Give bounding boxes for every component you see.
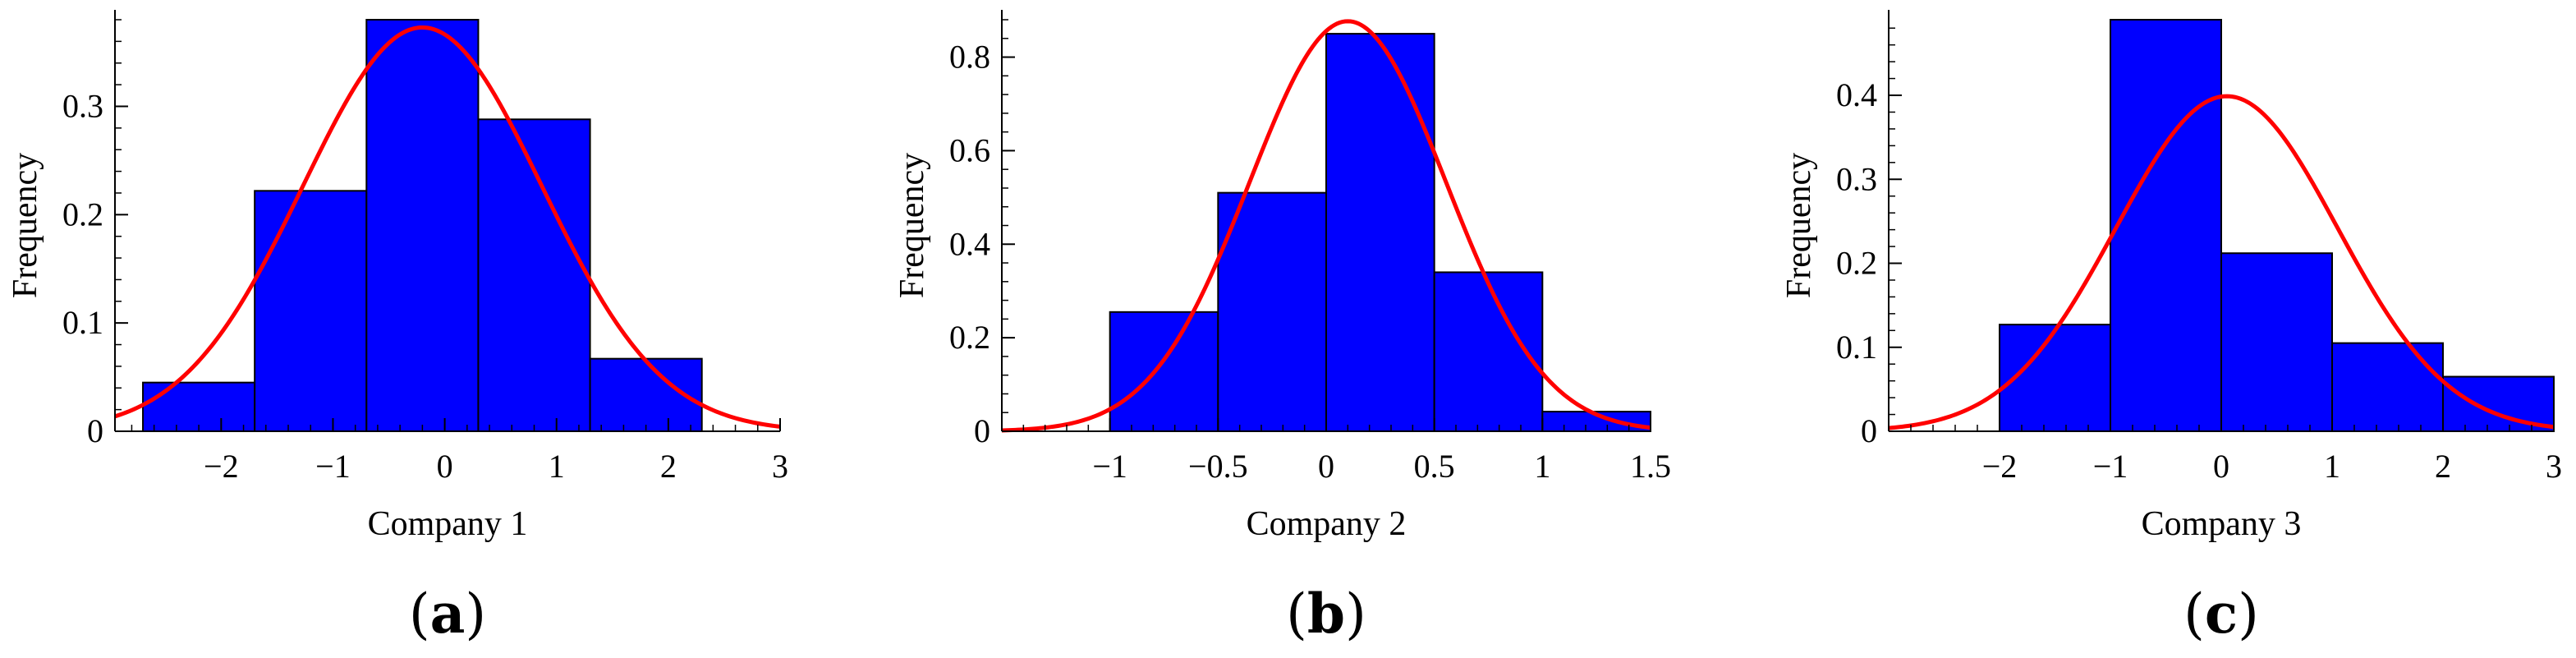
y-tick-label: 0.1 [62,304,103,341]
x-tick-label: 3 [2546,448,2562,485]
histogram-bar-2 [1325,33,1435,432]
x-tick-label: −1 [315,448,351,485]
y-tick-label: 0.6 [949,131,990,168]
panel-tag-open-paren: ( [2183,582,2205,646]
x-tick-label: −2 [204,448,239,485]
x-tick-label: 0 [2213,448,2229,485]
x-tick-label: −0.5 [1188,448,1248,485]
x-tick-label: 1 [1534,448,1550,485]
y-axis-title: Frequency [1780,153,1818,298]
chart-panel-c: 0 0.1 0.2 0.3 0.4 −2 −1 0 1 2 3 Company 3 Frequency (… [1774,0,2576,658]
histogram-chart-a: 0 0.1 0.2 0.3 −2 −1 0 1 2 3 Company 1 Frequency (a) [7,10,788,646]
y-tick-label: 0.8 [949,39,990,76]
y-tick-label: 0.2 [62,196,103,232]
y-axis-title: Frequency [7,153,44,298]
histogram-bar-0 [1109,311,1219,432]
histogram-bars [1109,33,1651,432]
x-axis-title: Company 1 [368,505,528,543]
y-tick-label: 0.4 [949,225,990,262]
y-tick-label: 0.1 [1836,329,1877,366]
histogram-bar-3 [2331,342,2444,432]
panel-tag-letter: c [2205,582,2238,646]
histogram-bar-1 [1217,191,1328,432]
x-tick-label: 1 [2324,448,2340,485]
normal-density-curve [1888,94,2555,430]
panel-tag-open-paren: ( [1286,582,1307,646]
panel-tag-letter: a [430,582,466,646]
x-tick-label: 0 [1318,448,1334,485]
panel-tag-a: (a) [409,582,486,646]
y-tick-label: 0.4 [1836,76,1877,113]
y-tick-label: 0 [974,412,990,449]
x-tick-label: 1 [549,448,565,485]
y-tick-label: 0 [87,412,103,449]
y-tick-label: 0.3 [1836,160,1877,197]
histogram-bar-2 [2220,252,2333,432]
x-axis-title: Company 3 [2142,505,2302,543]
histogram-bars [142,19,703,433]
chart-panel-a: 0 0.1 0.2 0.3 −2 −1 0 1 2 3 Company 1 Frequency (a) [0,0,858,658]
panel-tag-close-paren: ) [1345,582,1366,646]
panel-tag-close-paren: ) [465,582,486,646]
x-tick-label: 0.5 [1414,448,1455,485]
x-tick-label: 2 [2435,448,2451,485]
x-axis-title: Company 2 [1247,505,1407,543]
panel-tag-b: (b) [1286,582,1366,646]
histogram-bar-0 [1999,324,2111,432]
y-axis-title: Frequency [893,153,931,298]
histogram-bar-0 [142,381,256,432]
histogram-bar-2 [365,19,480,432]
panel-tag-letter: b [1307,582,1345,646]
histogram-bar-1 [254,190,368,433]
x-tick-label: 0 [437,448,453,485]
y-tick-label: 0.2 [1836,245,1877,282]
x-tick-label: 3 [772,448,788,485]
x-tick-label: −2 [1982,448,2018,485]
normal-density-curve [1001,19,1651,433]
histogram-chart-c: 0 0.1 0.2 0.3 0.4 −2 −1 0 1 2 3 Company 3 Frequency (… [1780,10,2562,646]
x-tick-label: −1 [2093,448,2128,485]
normal-density-curve [114,25,781,429]
panel-tag-close-paren: ) [2238,582,2259,646]
histogram-chart-b: 0 0.2 0.4 0.6 0.8 −1 −0.5 0 0.5 1 1.5 Company 2 Freq… [893,10,1671,646]
histogram-bars [1999,19,2555,432]
y-tick-label: 0.3 [62,87,103,124]
panel-tag-open-paren: ( [409,582,430,646]
panel-tag-c: (c) [2183,582,2259,646]
histogram-bar-4 [2442,375,2555,432]
x-tick-label: 1.5 [1630,448,1671,485]
x-tick-label: 2 [660,448,677,485]
y-tick-label: 0.2 [949,319,990,356]
chart-panel-b: 0 0.2 0.4 0.6 0.8 −1 −0.5 0 0.5 1 1.5 Company 2 Freq… [887,0,1745,658]
histogram-bar-1 [2110,19,2222,432]
x-tick-label: −1 [1092,448,1127,485]
y-tick-label: 0 [1861,412,1877,449]
